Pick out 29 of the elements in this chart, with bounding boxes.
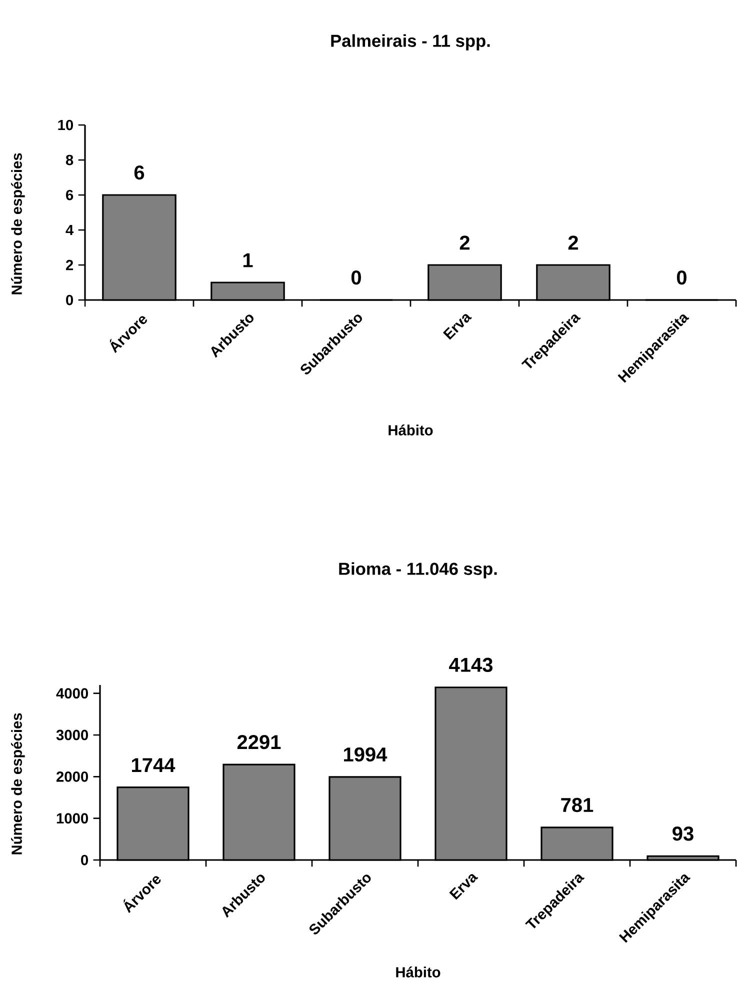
data-label: 1 bbox=[243, 253, 253, 268]
y-tick-label: 0 bbox=[66, 294, 74, 306]
data-label: 1744 bbox=[132, 758, 176, 772]
data-label: 781 bbox=[561, 798, 594, 812]
data-label: 93 bbox=[672, 826, 694, 841]
data-label: 0 bbox=[676, 270, 686, 285]
data-label: 6 bbox=[134, 165, 144, 180]
y-tick-label: 4000 bbox=[56, 688, 88, 699]
data-label: 1994 bbox=[344, 747, 388, 762]
y-tick-label: 1000 bbox=[56, 813, 88, 824]
x-axis-title: Hábito bbox=[396, 966, 440, 978]
data-label: 2 bbox=[568, 236, 578, 250]
data-label: 4143 bbox=[449, 658, 493, 672]
data-label: 2291 bbox=[237, 735, 281, 750]
chart-title: Palmeirais - 11 spp. bbox=[331, 34, 490, 50]
y-tick-label: 10 bbox=[58, 120, 74, 130]
data-label: 0 bbox=[351, 270, 361, 285]
y-axis-title: Número de espécies bbox=[11, 713, 25, 854]
chart-title: Bioma - 11.046 ssp. bbox=[339, 562, 497, 578]
y-tick-label: 4 bbox=[66, 224, 74, 236]
data-label: 2 bbox=[460, 236, 470, 250]
y-tick-label: 2000 bbox=[56, 771, 88, 782]
y-tick-label: 2 bbox=[66, 260, 74, 270]
y-axis-title: Número de espécies bbox=[11, 153, 25, 294]
y-tick-label: 3000 bbox=[56, 730, 88, 740]
y-tick-label: 8 bbox=[66, 154, 74, 166]
y-tick-label: 0 bbox=[81, 854, 88, 866]
x-axis-title: Hábito bbox=[388, 424, 433, 436]
y-tick-label: 6 bbox=[66, 190, 74, 200]
